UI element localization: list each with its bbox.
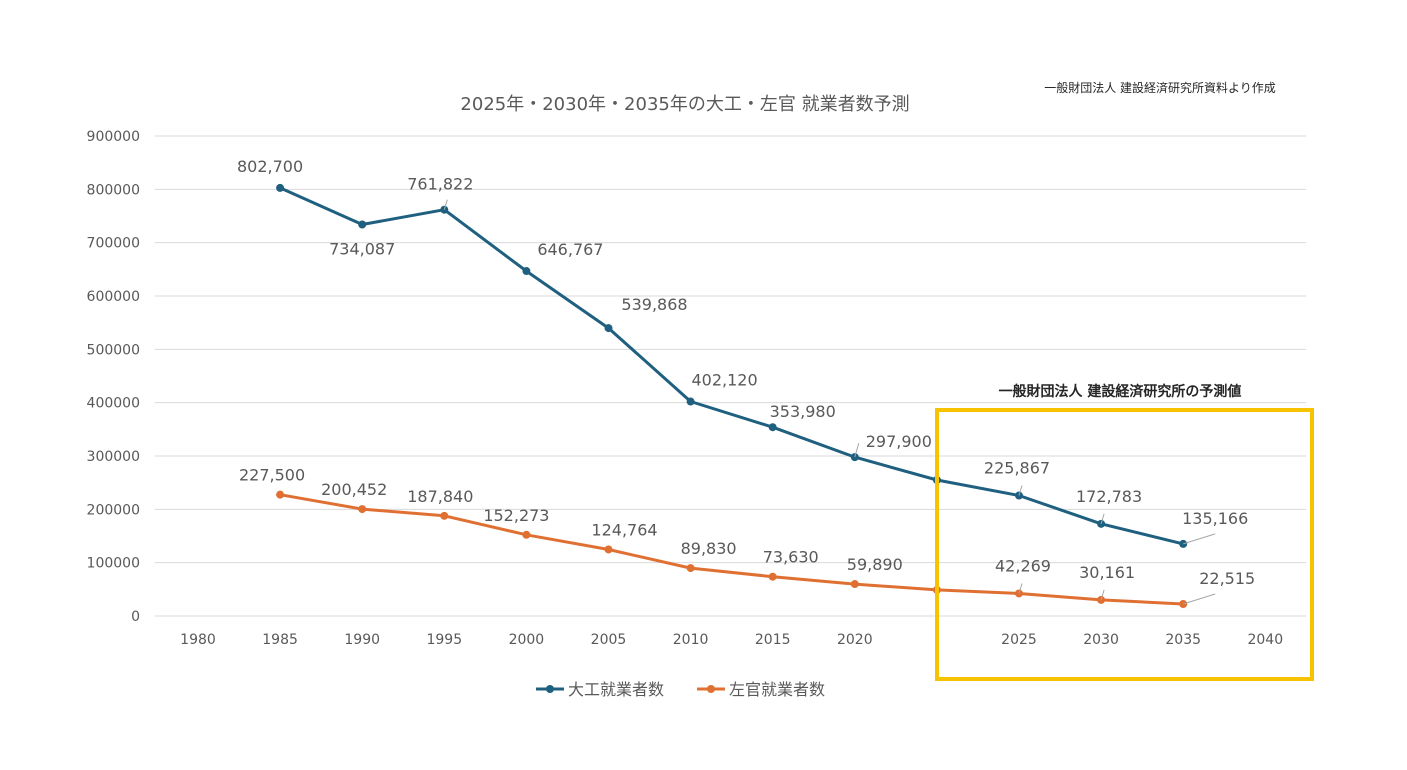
label-leader-line	[1018, 583, 1023, 594]
y-tick-label: 300000	[87, 449, 140, 465]
data-point	[604, 545, 613, 554]
data-point	[686, 564, 695, 573]
data-label: 402,120	[692, 371, 758, 390]
legend-label: 大工就業者数	[568, 680, 664, 699]
data-label: 59,890	[847, 555, 903, 574]
forecast-highlight-box	[935, 408, 1314, 681]
legend-label: 左官就業者数	[729, 680, 825, 699]
data-point	[358, 505, 367, 514]
data-label: 802,700	[237, 157, 303, 176]
label-leader-line	[854, 442, 860, 458]
series-group	[276, 183, 1188, 608]
x-tick-label: 2025	[1001, 632, 1037, 648]
data-label: 187,840	[407, 487, 473, 506]
legend-marker-0	[546, 685, 554, 693]
x-tick-label: 1990	[344, 632, 380, 648]
source-note: 一般財団法人 建設経済研究所資料より作成	[1044, 80, 1276, 95]
series-line-0	[279, 186, 1184, 546]
x-tick-label: 2040	[1247, 632, 1283, 648]
y-tick-label: 700000	[87, 236, 140, 252]
data-point	[440, 511, 449, 520]
x-tick-label: 2000	[509, 632, 545, 648]
gridlines	[155, 135, 1306, 617]
data-label: 73,630	[763, 548, 819, 567]
label-leader-line	[1183, 593, 1216, 605]
data-label: 135,166	[1182, 509, 1248, 528]
y-tick-label: 900000	[87, 129, 140, 145]
series-line-1	[279, 493, 1184, 606]
x-tick-label: 2020	[837, 632, 873, 648]
y-tick-label: 400000	[87, 396, 140, 412]
data-label: 89,830	[681, 539, 737, 558]
data-labels: 802,700 734,087 761,822 646,767 539,868 402,1…	[237, 157, 1255, 605]
label-leader-line	[443, 199, 448, 210]
data-label: 200,452	[321, 480, 387, 499]
x-axis-ticks: 1980 1985 1990 1995 2000 2005 2010 2015 2020 2025…	[180, 632, 1283, 648]
data-point	[768, 423, 777, 432]
label-leader-line	[1183, 533, 1216, 545]
forecast-label: 一般財団法人 建設経済研究所の予測値	[999, 383, 1242, 400]
data-point	[604, 324, 613, 333]
x-tick-label: 2005	[591, 632, 627, 648]
x-tick-label: 2015	[755, 632, 791, 648]
x-tick-label: 1995	[426, 632, 462, 648]
data-label: 225,867	[984, 459, 1050, 478]
x-tick-label: 2010	[673, 632, 709, 648]
x-tick-label: 1985	[262, 632, 298, 648]
legend-marker-1	[707, 685, 715, 693]
data-point	[768, 572, 777, 581]
data-point	[276, 490, 285, 499]
x-tick-label: 2035	[1165, 632, 1201, 648]
data-label: 30,161	[1079, 563, 1135, 582]
data-label: 124,764	[591, 520, 657, 539]
data-label: 297,900	[866, 432, 932, 451]
y-tick-label: 100000	[87, 556, 140, 572]
data-point	[276, 183, 285, 192]
data-label: 152,273	[483, 506, 549, 525]
label-leader-line	[1100, 513, 1105, 524]
y-tick-label: 0	[131, 609, 140, 625]
data-label: 172,783	[1076, 487, 1142, 506]
label-leader-line	[1100, 589, 1105, 601]
data-label: 42,269	[995, 556, 1051, 575]
y-tick-label: 500000	[87, 342, 140, 358]
legend: 大工就業者数 左官就業者数	[536, 680, 825, 699]
x-tick-label: 2030	[1083, 632, 1119, 648]
data-label: 353,980	[770, 402, 836, 421]
data-label: 22,515	[1199, 569, 1255, 588]
data-label: 734,087	[329, 239, 395, 258]
label-leader-line	[1018, 485, 1023, 496]
x-tick-label: 1980	[180, 632, 216, 648]
data-point	[522, 530, 531, 539]
data-label: 646,767	[537, 240, 603, 259]
data-label: 761,822	[407, 175, 473, 194]
data-point	[358, 220, 367, 229]
y-tick-label: 800000	[87, 182, 140, 198]
data-label: 539,868	[621, 295, 687, 314]
data-label: 227,500	[239, 466, 305, 485]
y-tick-label: 600000	[87, 289, 140, 305]
chart-title: 2025年・2030年・2035年の大工・左官 就業者数予測	[460, 94, 909, 115]
data-point	[686, 397, 695, 406]
data-point	[850, 580, 859, 589]
y-axis-ticks: 0 100000 200000 300000 400000 500000 600000 700…	[87, 129, 140, 625]
data-point	[522, 267, 531, 276]
y-tick-label: 200000	[87, 502, 140, 518]
